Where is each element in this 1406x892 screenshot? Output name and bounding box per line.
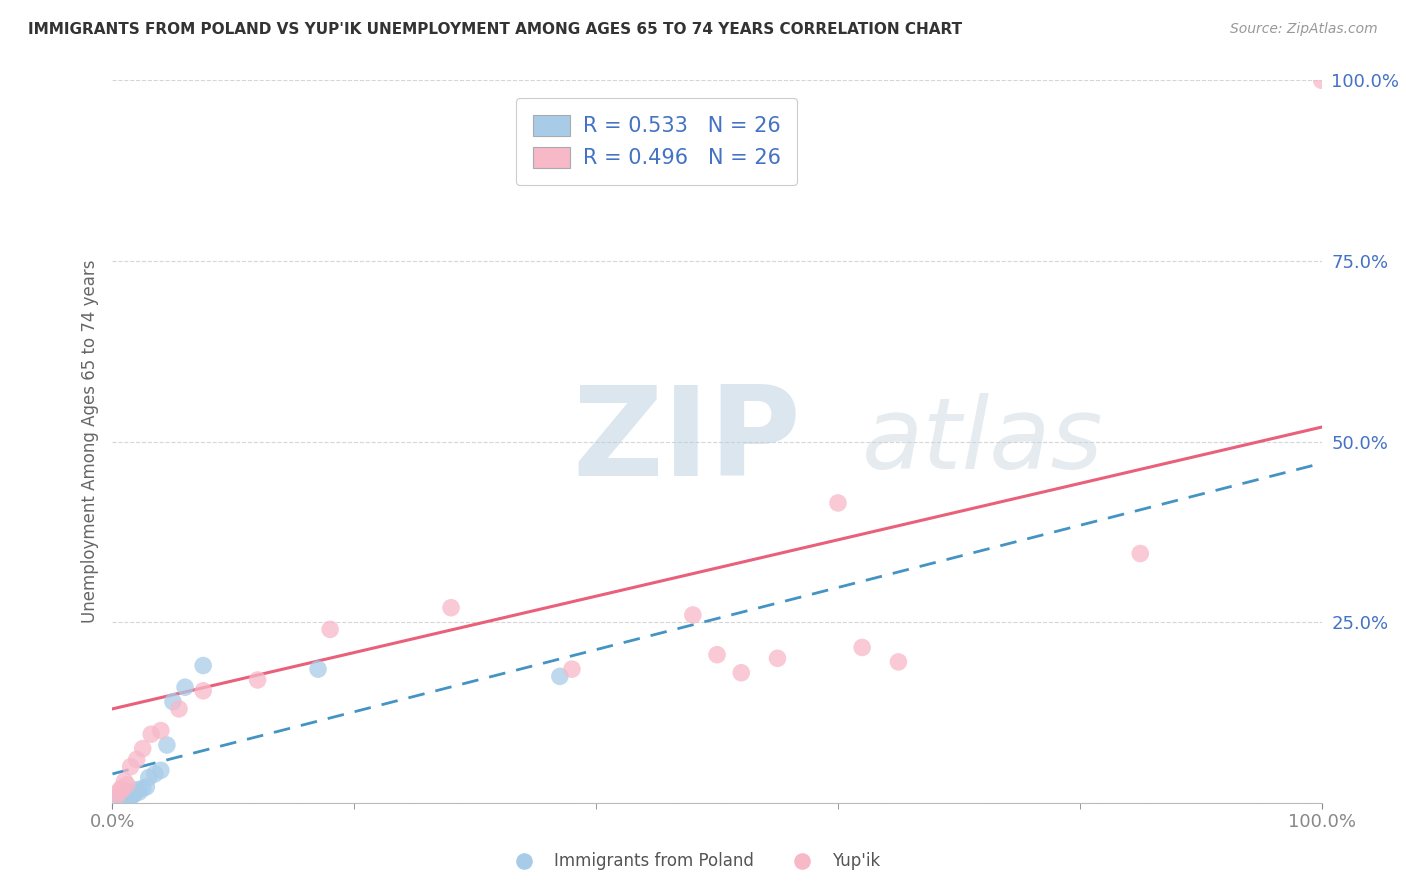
Point bbox=[512, 854, 534, 868]
Point bbox=[111, 791, 134, 805]
Point bbox=[141, 727, 163, 741]
Point bbox=[174, 680, 197, 694]
Point bbox=[1129, 547, 1152, 561]
Point bbox=[561, 662, 583, 676]
Point bbox=[766, 651, 789, 665]
Point bbox=[156, 738, 179, 752]
Text: IMMIGRANTS FROM POLAND VS YUP'IK UNEMPLOYMENT AMONG AGES 65 TO 74 YEARS CORRELAT: IMMIGRANTS FROM POLAND VS YUP'IK UNEMPLO… bbox=[28, 22, 962, 37]
Point bbox=[132, 741, 155, 756]
Point bbox=[111, 782, 134, 797]
Text: Yup'ik: Yup'ik bbox=[832, 852, 880, 870]
Point bbox=[827, 496, 849, 510]
Text: Source: ZipAtlas.com: Source: ZipAtlas.com bbox=[1230, 22, 1378, 37]
Point bbox=[135, 780, 157, 794]
Text: ZIP: ZIP bbox=[572, 381, 800, 502]
Point bbox=[307, 662, 329, 676]
Point bbox=[682, 607, 704, 622]
Point bbox=[246, 673, 269, 687]
Point bbox=[110, 781, 132, 796]
Point bbox=[115, 789, 138, 803]
Point bbox=[790, 854, 813, 868]
Point bbox=[114, 774, 136, 789]
Point bbox=[108, 792, 131, 806]
Point bbox=[115, 778, 138, 792]
Point bbox=[105, 792, 128, 806]
Point bbox=[132, 781, 155, 796]
Point bbox=[851, 640, 873, 655]
Point bbox=[149, 723, 172, 738]
Point bbox=[162, 695, 184, 709]
Point bbox=[107, 785, 129, 799]
Point bbox=[1310, 73, 1333, 87]
Point bbox=[121, 789, 143, 803]
Point bbox=[548, 669, 571, 683]
Point bbox=[125, 752, 148, 766]
Point bbox=[120, 790, 142, 805]
Point bbox=[114, 787, 136, 801]
Point bbox=[138, 771, 160, 785]
Y-axis label: Unemployment Among Ages 65 to 74 years: Unemployment Among Ages 65 to 74 years bbox=[80, 260, 98, 624]
Point bbox=[117, 785, 139, 799]
Point bbox=[887, 655, 910, 669]
Point bbox=[122, 787, 145, 801]
Point bbox=[120, 760, 142, 774]
Point bbox=[107, 790, 129, 805]
Point bbox=[706, 648, 728, 662]
Point bbox=[128, 785, 150, 799]
Text: Immigrants from Poland: Immigrants from Poland bbox=[554, 852, 754, 870]
Point bbox=[440, 600, 463, 615]
Point bbox=[319, 623, 342, 637]
Point bbox=[191, 683, 214, 698]
Point bbox=[105, 790, 128, 805]
Point bbox=[191, 658, 214, 673]
Point bbox=[114, 790, 136, 805]
Point bbox=[167, 702, 190, 716]
Point bbox=[112, 790, 135, 805]
Point bbox=[730, 665, 752, 680]
Point bbox=[149, 764, 172, 778]
Point bbox=[110, 790, 132, 805]
Point bbox=[143, 767, 166, 781]
Text: atlas: atlas bbox=[862, 393, 1104, 490]
Point bbox=[125, 782, 148, 797]
Legend: R = 0.533   N = 26, R = 0.496   N = 26: R = 0.533 N = 26, R = 0.496 N = 26 bbox=[516, 98, 797, 185]
